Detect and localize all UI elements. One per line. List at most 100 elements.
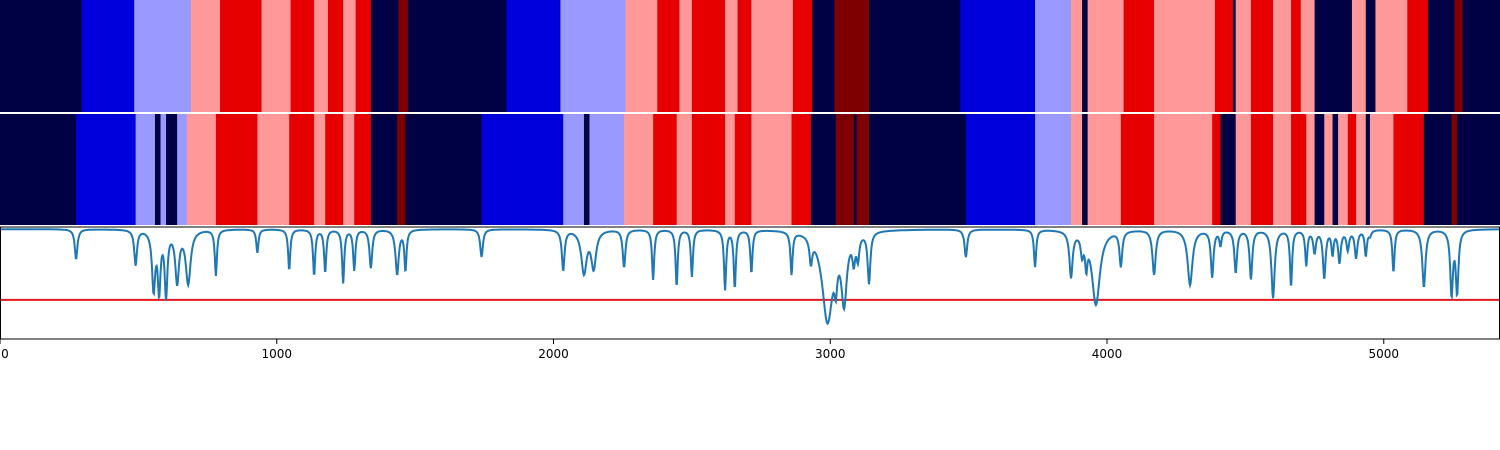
band-segment [791,114,812,225]
band-segment [737,0,752,112]
row-separator [0,112,1500,114]
band-segment [1365,114,1371,225]
band-segment [290,0,315,112]
band-segment [177,114,188,225]
band-segment [1273,114,1292,225]
band-segment [810,114,837,225]
band-segment [1071,114,1083,225]
band-segment [751,114,792,225]
band-segment [691,0,726,112]
band-segment [215,114,258,225]
band-segment [1232,0,1237,112]
band-segment [1428,0,1455,112]
band-segment [812,0,835,112]
band-segment [734,114,752,225]
band-segment [1347,114,1357,225]
band-segment [220,0,262,112]
band-segment [1291,0,1302,112]
band-segment [679,0,693,112]
band-segment [134,0,192,112]
band-segment [1120,114,1155,225]
band-segment [1071,0,1083,112]
score-line [0,228,1500,326]
band-segment [1351,0,1367,112]
band-segment [1338,114,1349,225]
band-segment [257,114,290,225]
band-segment [1250,0,1274,112]
band-segment [135,114,156,225]
band-segment [624,114,654,225]
band-segment [589,114,625,225]
band-segment [834,0,870,112]
band-segment [154,114,161,225]
band-segment [160,114,167,225]
band-segment [1314,114,1325,225]
band-segment [1212,114,1221,225]
band-segment [560,0,626,112]
band-segment [563,114,585,225]
band-segment [314,114,326,225]
band-segment [583,114,590,225]
band-segment [408,0,507,112]
band-segment [960,0,1036,112]
band-row-bottom [0,114,1500,225]
band-segment [676,114,693,225]
band-segment [856,114,870,225]
band-segment [1356,114,1367,225]
band-segment [1235,114,1252,225]
x-axis: 0 1000 2000 3000 4000 5000 [0,339,1399,361]
band-segment [1214,0,1234,112]
band-segment [343,114,355,225]
band-segment [0,0,83,112]
band-segment [1306,114,1315,225]
band-segment [1423,114,1452,225]
band-segment [625,0,658,112]
band-segment [1250,114,1274,225]
band-segment [1324,114,1333,225]
band-row-top [0,0,1500,112]
x-tick-label: 5000 [1368,347,1399,361]
band-segment [1457,114,1500,225]
band-segment [1454,0,1464,112]
band-segment [1123,0,1155,112]
band-segment [853,114,857,225]
band-segment [1087,0,1125,112]
band-segment [1082,114,1089,225]
band-segment [1375,0,1408,112]
band-segment [653,114,678,225]
band-segment [343,0,357,112]
band-segment [398,0,409,112]
band-segment [405,114,482,225]
band-segment [1365,0,1376,112]
band-segment [261,0,291,112]
band-segment [481,114,564,225]
band-segment [725,114,736,225]
band-segment [1300,0,1315,112]
band-segment [325,114,344,225]
band-segment [725,0,738,112]
band-segment [1369,114,1394,225]
band-segment [1035,114,1072,225]
band-segment [190,0,221,112]
band-segment [354,114,372,225]
band-segment [835,114,855,225]
band-segment [289,114,315,225]
x-tick-label: 4000 [1092,347,1123,361]
row-separator [0,225,1500,227]
band-segment [397,114,406,225]
band-segment [1451,114,1458,225]
band-segment [370,114,398,225]
band-segment [1273,0,1292,112]
band-segment [370,0,399,112]
band-segment [506,0,561,112]
band-segment [691,114,726,225]
band-segment [869,0,961,112]
band-segment [186,114,217,225]
band-segment [1332,114,1339,225]
band-segment [657,0,680,112]
band-segment [869,114,967,225]
band-segment [1462,0,1500,112]
line-panel [0,226,1500,340]
band-segment [1291,114,1307,225]
band-segment [1082,0,1089,112]
